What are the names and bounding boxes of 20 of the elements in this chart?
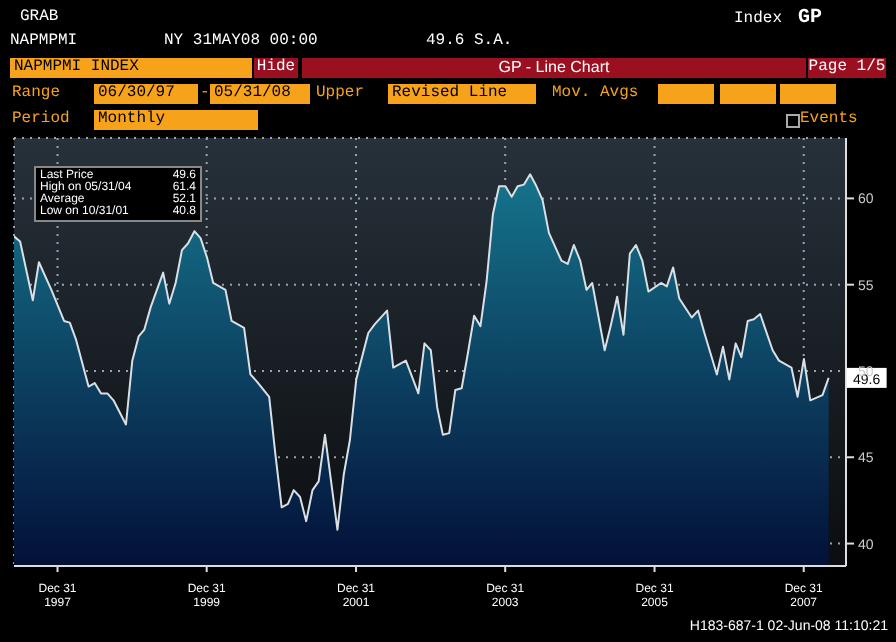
text: Period xyxy=(12,110,70,128)
text: Mov. Avgs xyxy=(552,84,639,102)
text: 49.6 S.A. xyxy=(426,32,513,50)
chart-title: GP - Line Chart xyxy=(302,58,806,78)
text: 06/30/97 xyxy=(94,84,198,104)
text: Range xyxy=(12,84,61,102)
text: Monthly xyxy=(94,110,258,130)
text: Index xyxy=(734,10,783,28)
text: Revised Line xyxy=(388,84,536,104)
text: NAPMPMI INDEX xyxy=(10,58,252,78)
text: Events xyxy=(800,110,858,128)
text: NY 31MAY08 00:00 xyxy=(164,32,318,50)
text: NAPMPMI xyxy=(10,32,78,50)
text: Page 1/5 xyxy=(808,58,886,78)
text: - xyxy=(200,84,210,102)
text: GRAB xyxy=(20,8,59,26)
text: Upper xyxy=(316,84,365,102)
text: Hide xyxy=(254,58,298,78)
text: GP xyxy=(798,8,823,30)
text: 05/31/08 xyxy=(210,84,310,104)
